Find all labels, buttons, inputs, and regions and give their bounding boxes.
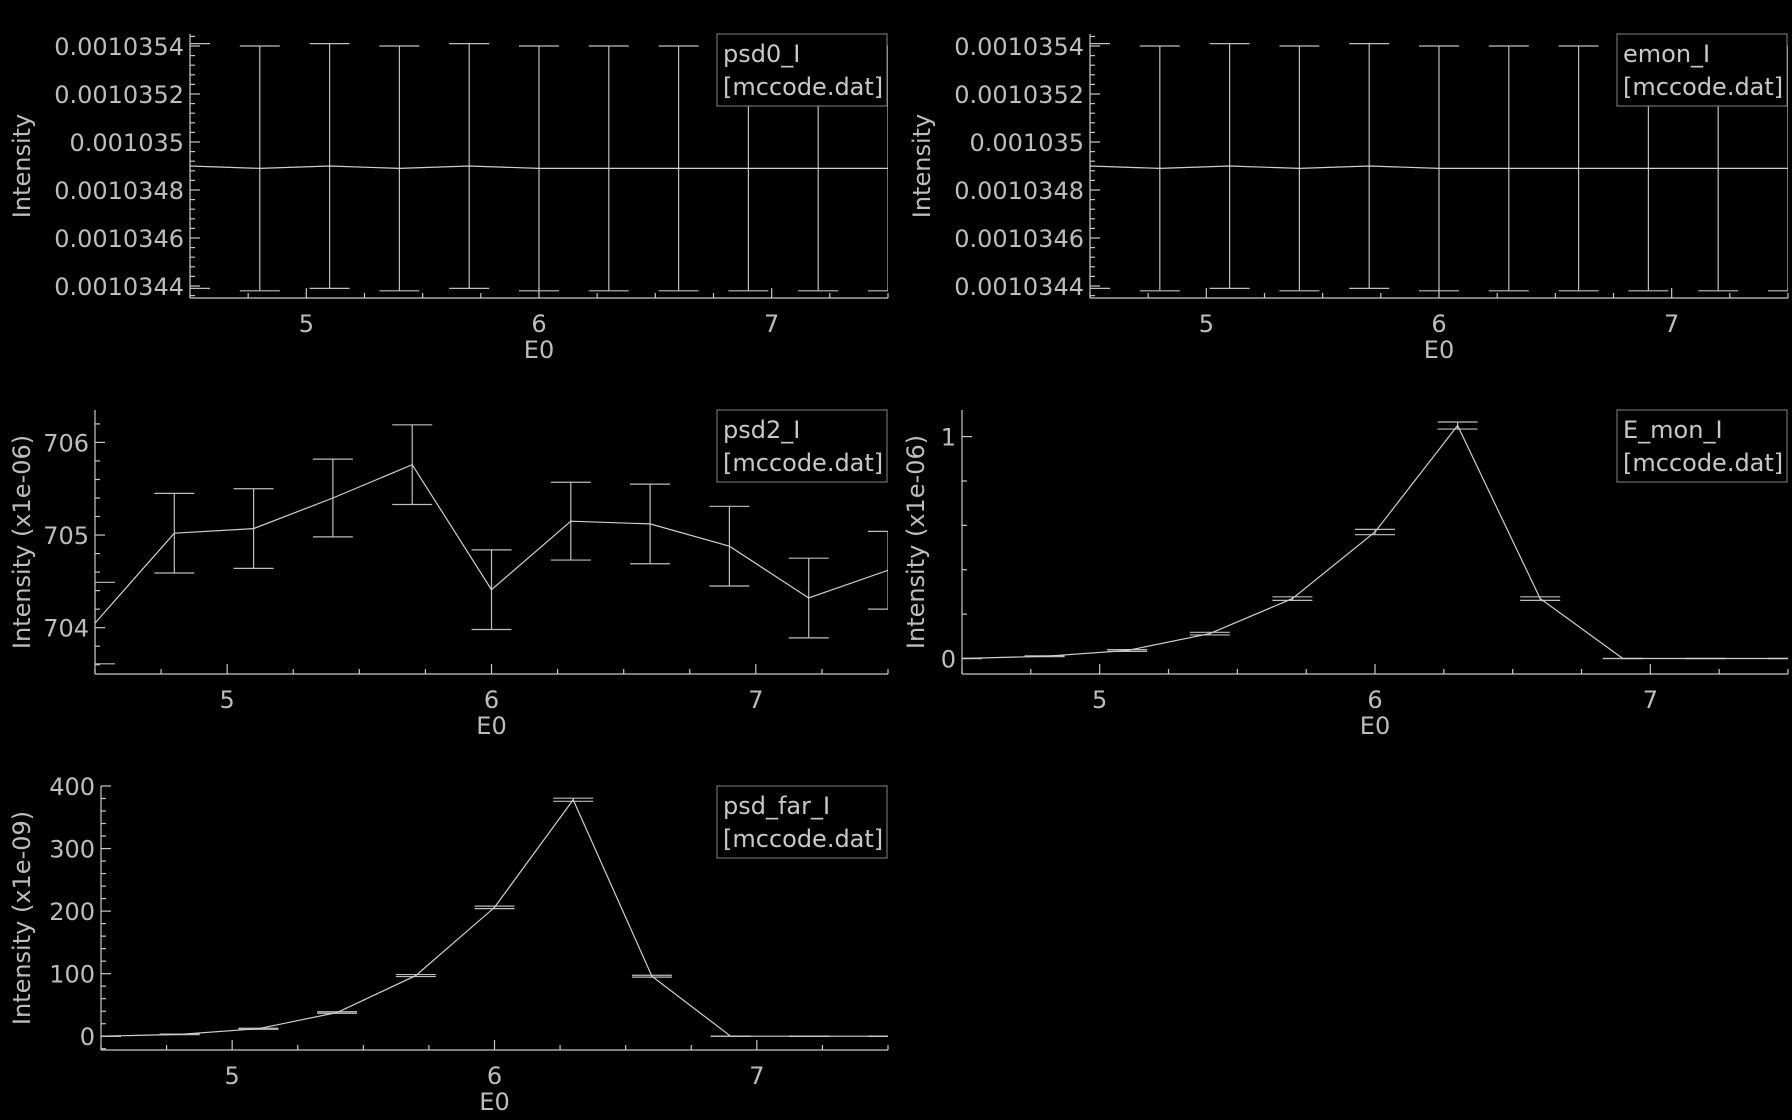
series-psd_far_I <box>101 797 888 1037</box>
y-tick-label: 0.0010354 <box>54 33 184 61</box>
legend: emon_I [mccode.dat] <box>1616 33 1788 107</box>
y-tick-label: 0.0010344 <box>954 273 1084 301</box>
y-tick-label: 0 <box>80 1023 95 1051</box>
plot-psd2-i: 5 6 7 704 705 706 E0 Intensity (x1e-06) psd2_I [m… <box>8 409 889 740</box>
series-E_mon_I <box>962 421 1788 660</box>
x-tick-label: 5 <box>220 686 235 714</box>
x-axis-label: E0 <box>524 336 554 364</box>
legend-source: [mccode.dat] <box>723 825 883 853</box>
x-tick-label: 5 <box>1199 310 1214 338</box>
y-tick-label: 400 <box>49 773 95 801</box>
x-tick-label: 7 <box>1664 310 1679 338</box>
y-tick-label: 0.0010344 <box>54 273 184 301</box>
plot-psd0-i: 5 6 7 0.0010344 0.0010346 0.0010348 0.001035 0.… <box>8 33 889 364</box>
y-tick-label: 0.0010348 <box>54 177 184 205</box>
legend-box <box>1616 409 1788 483</box>
legend-source: [mccode.dat] <box>723 449 883 477</box>
legend-box <box>716 33 888 107</box>
legend-source: [mccode.dat] <box>1623 73 1783 101</box>
y-tick-label: 100 <box>49 961 95 989</box>
y-axis-label: Intensity (x1e-06) <box>902 435 930 649</box>
legend-box <box>716 409 888 483</box>
legend-source: [mccode.dat] <box>1623 449 1783 477</box>
y-tick-label: 0.0010346 <box>54 225 184 253</box>
x-tick-label: 7 <box>1643 686 1658 714</box>
y-tick-label: 706 <box>43 429 89 457</box>
y-axis-label: Intensity (x1e-09) <box>8 811 36 1025</box>
series-emon_I <box>1090 42 1788 292</box>
legend-label: psd_far_I <box>723 792 830 820</box>
x-axis-label: E0 <box>476 712 506 740</box>
x-axis-label: E0 <box>479 1088 509 1116</box>
y-tick-label: 0.0010352 <box>954 81 1084 109</box>
x-tick-label: 5 <box>225 1062 240 1090</box>
series-line <box>962 424 1788 660</box>
series-psd2_I <box>95 424 888 665</box>
legend: psd0_I [mccode.dat] <box>716 33 888 107</box>
y-tick-label: 0.001035 <box>969 129 1084 157</box>
y-tick-label: 1 <box>941 424 956 452</box>
y-tick-label: 0.0010354 <box>954 33 1084 61</box>
legend: psd2_I [mccode.dat] <box>716 409 888 483</box>
legend: E_mon_I [mccode.dat] <box>1616 409 1788 483</box>
legend-label: E_mon_I <box>1623 416 1723 444</box>
y-tick-label: 705 <box>43 522 89 550</box>
x-tick-label: 6 <box>531 310 546 338</box>
y-axis-label: Intensity <box>908 114 936 218</box>
x-tick-label: 5 <box>299 310 314 338</box>
legend: psd_far_I [mccode.dat] <box>716 785 888 859</box>
x-tick-label: 6 <box>1367 686 1382 714</box>
y-tick-label: 0.001035 <box>69 129 184 157</box>
y-tick-label: 0.0010352 <box>54 81 184 109</box>
error-bar <box>868 530 888 610</box>
y-tick-label: 0 <box>941 645 956 673</box>
legend-label: emon_I <box>1623 40 1710 68</box>
x-tick-label: 5 <box>1092 686 1107 714</box>
x-tick-label: 6 <box>1431 310 1446 338</box>
y-axis-label: Intensity (x1e-06) <box>8 435 36 649</box>
y-axis-label: Intensity <box>8 114 36 218</box>
y-tick-label: 300 <box>49 836 95 864</box>
y-tick-label: 0.0010348 <box>954 177 1084 205</box>
series-line <box>101 798 888 1037</box>
legend-label: psd0_I <box>723 40 800 68</box>
series-line <box>1090 165 1788 170</box>
x-tick-label: 7 <box>764 310 779 338</box>
plot-psd-far-i: 5 6 7 0 100 200 300 400 E0 Intensity (x1e-09) psd_… <box>8 773 889 1116</box>
series-line <box>95 463 888 624</box>
plot-e-mon-i: 5 6 7 0 1 E0 Intensity (x1e-06) E_mon_I [mccode.… <box>902 409 1789 740</box>
x-tick-label: 7 <box>748 686 763 714</box>
y-tick-label: 200 <box>49 898 95 926</box>
legend-label: psd2_I <box>723 416 800 444</box>
legend-box <box>716 785 888 859</box>
x-tick-label: 7 <box>749 1062 764 1090</box>
legend-box <box>1616 33 1788 107</box>
x-axis-label: E0 <box>1424 336 1454 364</box>
y-tick-label: 704 <box>43 615 89 643</box>
x-tick-label: 6 <box>487 1062 502 1090</box>
legend-source: [mccode.dat] <box>723 73 883 101</box>
plot-emon-i: 5 6 7 0.0010344 0.0010346 0.0010348 0.001035 0.… <box>908 33 1789 364</box>
error-bar <box>95 581 115 665</box>
y-tick-label: 0.0010346 <box>954 225 1084 253</box>
x-tick-label: 6 <box>484 686 499 714</box>
error-bar <box>190 42 210 289</box>
x-axis-label: E0 <box>1360 712 1390 740</box>
series-line <box>190 165 888 170</box>
error-bar <box>1090 42 1110 289</box>
